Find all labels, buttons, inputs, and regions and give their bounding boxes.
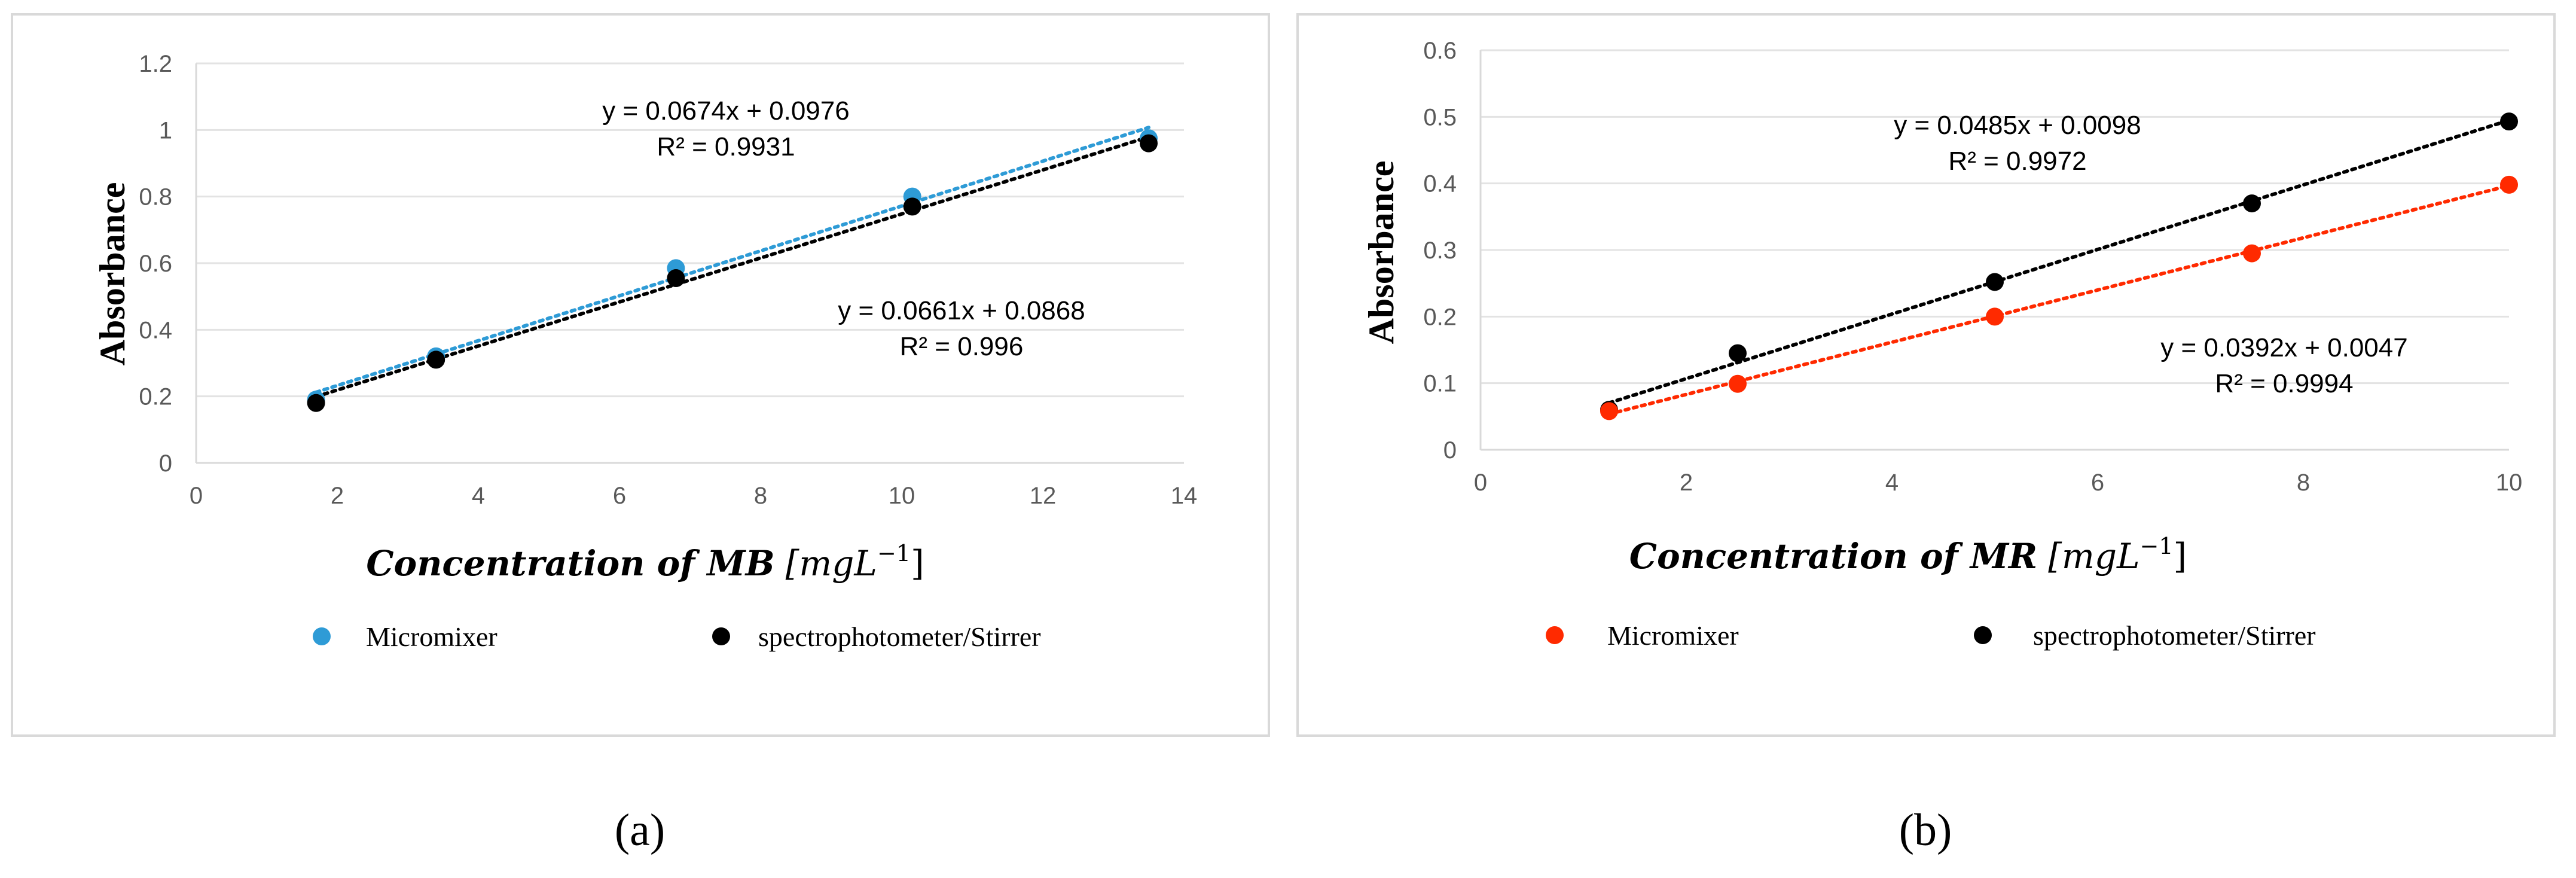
chart-a-point-s1-1 [427,350,445,369]
chart-b-xtick-label: 6 [2091,470,2104,496]
chart-a-xtick-label: 0 [190,483,203,509]
caption-a: (a) [614,805,666,855]
chart-a-point-s1-2 [667,269,685,288]
chart-a-xtick-label: 2 [331,483,344,509]
chart-b-legend-marker-1 [1974,626,1992,644]
chart-b-ylabel: Absorbance [1362,161,1401,345]
chart-b-points [1600,112,2518,420]
chart-b-point-s1-0 [1600,402,1618,420]
chart-b-eq1-line1: y = 0.0485x + 0.0098 [1894,111,2141,140]
chart-b-xtick-label: 8 [2297,470,2310,496]
chart-b-xtick-label: 10 [2496,470,2523,496]
chart-b-xtick-label: 4 [1885,470,1899,496]
chart-a-ytick-label: 1.2 [139,51,172,77]
chart-a-eq1-line1: y = 0.0674x + 0.0976 [602,96,849,126]
chart-a-yticks: 0 0.2 0.4 0.6 0.8 1 1.2 [139,51,172,477]
chart-a-frame [11,13,1270,737]
chart-b-yticks: 0 0.1 0.2 0.3 0.4 0.5 0.6 [1423,38,1457,464]
chart-a-eq2-line2: R² = 0.996 [900,332,1024,361]
chart-b-eq2-line1: y = 0.0392x + 0.0047 [2160,333,2407,362]
chart-b-xtick-label: 2 [1680,470,1693,496]
chart-b-legend: Micromixer spectrophotometer/Stirrer [1546,620,2316,651]
chart-b-trendline-0 [1607,118,2511,405]
chart-a-xlabel-exp: −1 [877,540,911,566]
chart-b-ytick-label: 0.3 [1423,237,1457,264]
chart-b-xtick-label: 0 [1474,470,1487,496]
chart-a-xtick-label: 6 [613,483,626,509]
chart-b-point-s0-4 [2500,112,2518,131]
chart-a-xticks: 0 2 4 6 8 10 12 14 [190,483,1197,509]
chart-a: 0 0.2 0.4 0.6 0.8 1 1.2 0 2 4 6 8 10 12 14 y = 0.0674… [93,51,1197,652]
chart-a-xtick-label: 8 [754,483,767,509]
chart-b: 0 0.1 0.2 0.3 0.4 0.5 0.6 0 2 4 6 8 10 y = 0.0485x … [1362,38,2522,651]
chart-b-point-s0-1 [1729,344,1747,362]
chart-a-xtick-label: 12 [1030,483,1057,509]
chart-a-point-s1-0 [307,394,325,412]
chart-a-ytick-label: 0 [159,450,172,477]
chart-a-ytick-label: 0.6 [139,251,172,277]
chart-a-ytick-label: 1 [159,117,172,144]
chart-a-legend-marker-1 [712,627,730,645]
chart-b-ytick-label: 0.6 [1423,38,1457,64]
chart-b-ytick-label: 0.4 [1423,171,1457,197]
chart-a-xlabel-close: ] [911,543,924,584]
caption-b: (b) [1899,805,1952,855]
chart-a-legend-label-0: Micromixer [366,621,498,652]
chart-a-xtick-label: 4 [472,483,485,509]
chart-b-ytick-label: 0.2 [1423,304,1457,330]
chart-a-ylabel: Absorbance [93,182,132,366]
chart-a-legend: Micromixer spectrophotometer/Stirrer [313,621,1041,652]
chart-a-point-s1-3 [903,197,921,216]
chart-b-eq2-line2: R² = 0.9994 [2215,369,2353,398]
chart-b-xlabel: Concentration of MR [mgL−1] [1629,533,2187,577]
chart-a-point-s1-4 [1140,134,1158,153]
chart-a-eq2-line1: y = 0.0661x + 0.0868 [838,296,1085,325]
chart-b-point-s1-4 [2500,175,2518,194]
chart-a-eq1-line2: R² = 0.9931 [657,132,795,161]
chart-a-xlabel-main: Concentration of MB [366,543,774,584]
chart-a-trendline-1 [314,135,1150,399]
chart-a-points [307,129,1158,412]
chart-a-xlabel-unit: [mgL [786,543,877,584]
chart-b-ytick-label: 0 [1443,437,1457,464]
chart-a-ytick-label: 0.2 [139,384,172,410]
chart-b-xlabel-exp: −1 [2140,533,2174,559]
chart-a-xtick-label: 14 [1171,483,1198,509]
chart-b-point-s0-2 [1986,273,2004,291]
chart-b-trendlines [1607,118,2511,416]
chart-b-ytick-label: 0.1 [1423,371,1457,397]
chart-b-legend-marker-0 [1546,626,1564,644]
chart-b-xlabel-main: Concentration of MR [1629,536,2037,577]
chart-b-xticks: 0 2 4 6 8 10 [1474,470,2522,496]
chart-a-xtick-label: 10 [889,483,915,509]
chart-b-point-s0-3 [2243,194,2261,213]
chart-a-ytick-label: 0.4 [139,317,172,343]
chart-b-ytick-label: 0.5 [1423,104,1457,130]
chart-b-xlabel-unit: [mgL [2048,536,2139,577]
chart-a-legend-marker-0 [313,627,331,645]
chart-b-trendline-1 [1607,184,2511,416]
chart-b-point-s1-2 [1986,307,2004,326]
chart-a-trendline-0 [314,126,1150,394]
chart-b-frame [1296,13,2556,737]
chart-a-gridlines [195,62,1184,464]
chart-b-legend-label-1: spectrophotometer/Stirrer [2033,620,2316,651]
chart-b-eq1-line2: R² = 0.9972 [1948,147,2086,176]
chart-b-point-s1-1 [1729,374,1747,393]
chart-b-point-s1-3 [2243,244,2261,263]
chart-a-ytick-label: 0.8 [139,184,172,211]
chart-a-legend-label-1: spectrophotometer/Stirrer [758,621,1041,652]
chart-a-trendlines [314,126,1150,399]
chart-b-xlabel-close: ] [2174,536,2187,577]
chart-a-xlabel: Concentration of MB [mgL−1] [366,540,924,584]
chart-b-legend-label-0: Micromixer [1607,620,1739,651]
